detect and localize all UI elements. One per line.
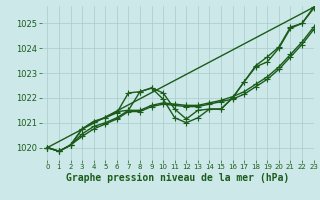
X-axis label: Graphe pression niveau de la mer (hPa): Graphe pression niveau de la mer (hPa) [66, 173, 289, 183]
